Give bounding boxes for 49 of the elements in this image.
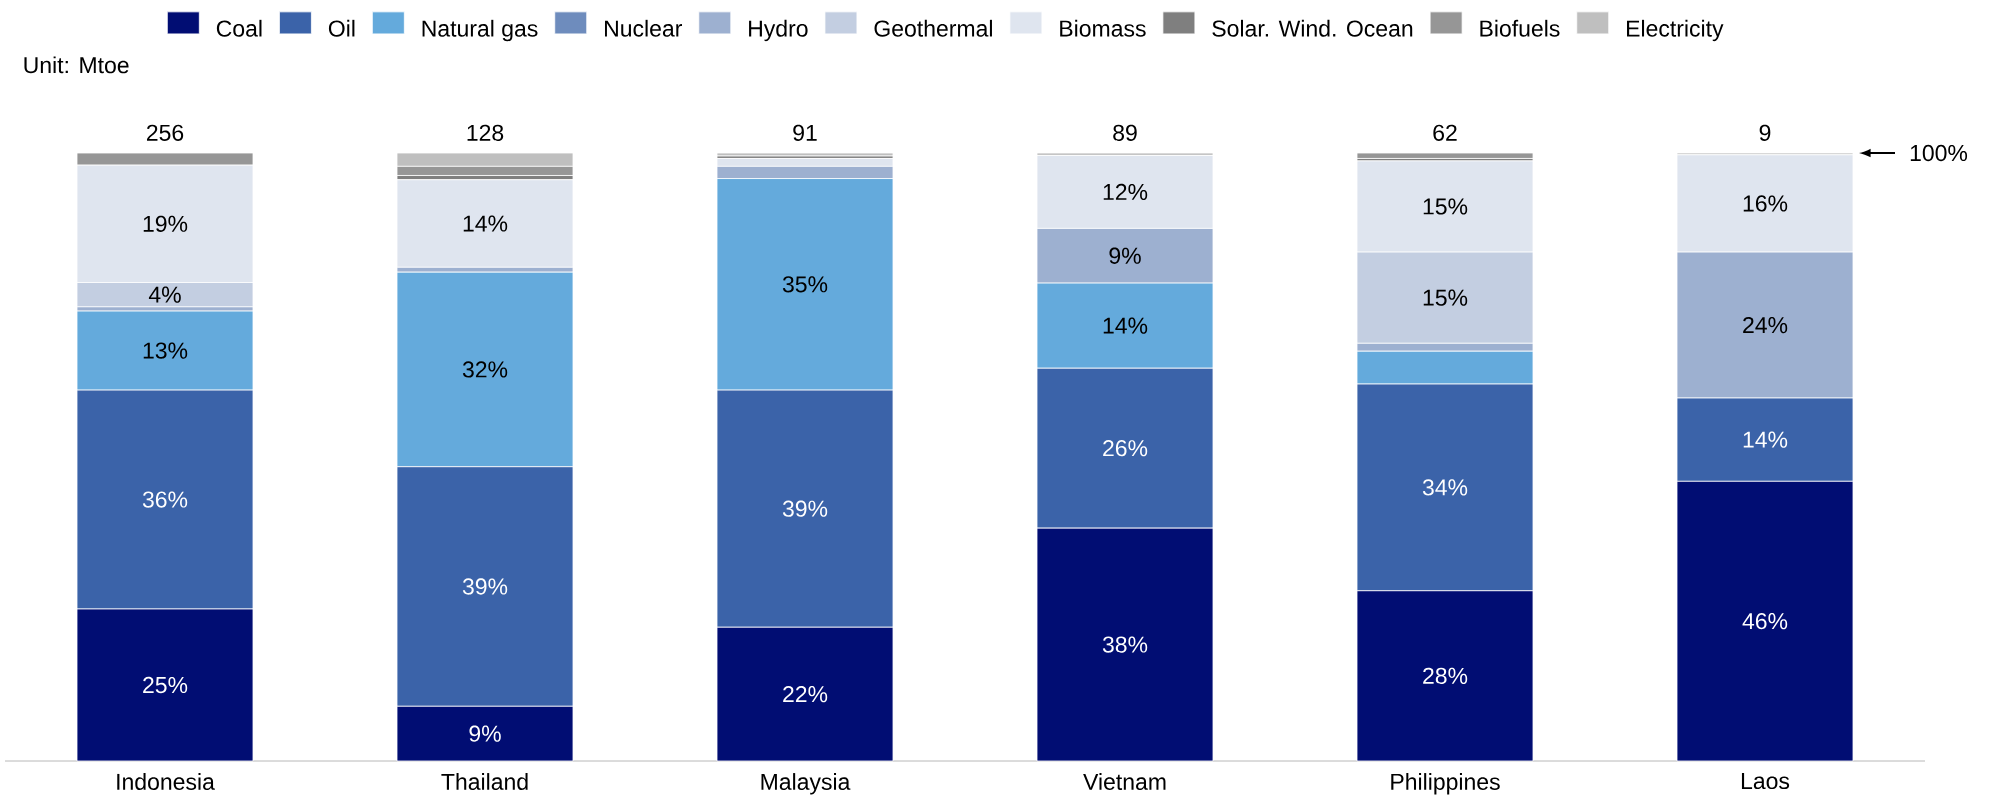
- annotation: 128: [467, 124, 504, 141]
- data-label: 16%: [1743, 195, 1788, 212]
- x-tick-label: Malaysia: [761, 773, 851, 795]
- legend-label: Oil: [328, 19, 355, 37]
- data-label: 22%: [783, 686, 828, 703]
- data-label: 15%: [1423, 289, 1468, 306]
- data-label: 13%: [143, 342, 188, 359]
- data-label: 4%: [148, 286, 181, 303]
- legend-label: Coal: [216, 19, 262, 37]
- annotation: 89: [1113, 124, 1137, 141]
- legend-label: Biomass: [1060, 19, 1146, 37]
- data-label: 25%: [143, 676, 188, 694]
- x-tick-label: Thailand: [441, 773, 528, 790]
- data-label: 24%: [1743, 316, 1788, 334]
- x-tick-label: Philippines: [1391, 773, 1500, 795]
- data-label: 39%: [462, 578, 508, 595]
- legend-label: Solar. Wind. Ocean: [1212, 19, 1413, 37]
- x-tick-label: Vietnam: [1083, 773, 1166, 790]
- data-label: 14%: [1103, 317, 1148, 334]
- legend-label: Biofuels: [1480, 19, 1560, 37]
- legend-label: Nuclear: [605, 19, 682, 37]
- data-label: 38%: [1102, 636, 1148, 653]
- data-label: 15%: [1423, 198, 1468, 215]
- legend-label: Hydro: [749, 19, 808, 42]
- data-label: 9%: [1109, 247, 1141, 264]
- data-label: 34%: [1422, 479, 1468, 496]
- data-label: 46%: [1742, 613, 1788, 630]
- legend-label: Natural gas: [422, 19, 538, 42]
- legend-label: Geothermal: [874, 19, 992, 37]
- data-label: 35%: [782, 276, 828, 293]
- data-label: 28%: [1423, 667, 1468, 685]
- legend-label: Electricity: [1627, 19, 1724, 42]
- annotation: 62: [1433, 124, 1457, 141]
- data-label: 26%: [1103, 440, 1148, 457]
- annotation: 91: [793, 124, 817, 141]
- annotation: 9: [1759, 124, 1771, 141]
- data-label: 14%: [463, 215, 508, 232]
- data-label: 32%: [462, 361, 508, 378]
- annotation: 100%: [1910, 144, 1968, 162]
- data-label: 36%: [142, 491, 188, 508]
- data-label: 19%: [143, 215, 188, 232]
- x-tick-label: Laos: [1741, 773, 1790, 790]
- annotation: 256: [146, 124, 184, 141]
- x-tick-label: Indonesia: [117, 773, 215, 790]
- text: Unit: Mtoe: [24, 56, 129, 74]
- data-label: 39%: [782, 500, 828, 517]
- data-label: 9%: [469, 725, 501, 742]
- data-label: 14%: [1743, 431, 1788, 448]
- data-label: 12%: [1103, 183, 1148, 200]
